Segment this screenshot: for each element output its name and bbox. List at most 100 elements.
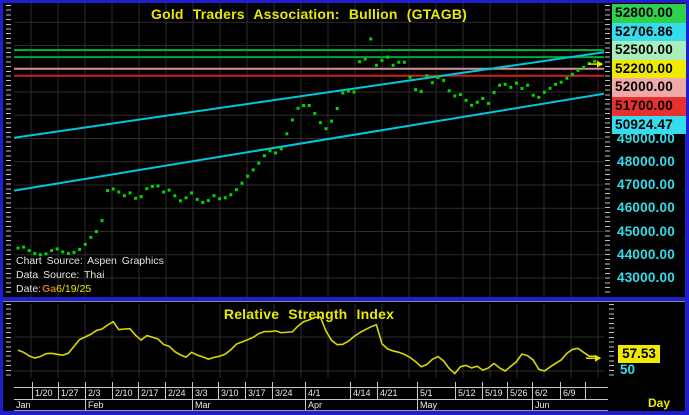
price-point [268,149,272,153]
price-point [246,174,250,178]
price-point [464,98,468,102]
date-note: Date:Ga6/19/25 [16,283,91,295]
price-point [531,93,535,97]
price-point [223,196,227,200]
price-scale-label: 50924.47 [612,115,686,135]
price-point [44,252,48,256]
month-axis-cell: May [417,400,532,410]
left-price-axis-ticks [6,5,11,295]
rsi-line [17,316,601,375]
price-point [318,121,322,125]
price-point [313,111,317,115]
price-point [419,90,423,94]
price-point [386,55,390,59]
price-point [486,101,490,105]
price-point [436,76,440,80]
date-tick-mark [272,382,273,387]
price-point [352,90,356,94]
date-tick-mark [32,382,33,387]
right-price-axis-ticks [605,5,610,295]
periodicity-label: Day [648,396,671,410]
price-axis-tick-label: 43000.00 [617,270,675,286]
price-point [548,86,552,90]
price-point [38,253,42,257]
price-axis-tick-label: 44000.00 [617,246,675,262]
date-tick-mark [245,382,246,387]
price-point [27,249,31,253]
price-panel: Gold Traders Association: Bullion (GTAGB… [3,3,686,297]
date-tick-mark [377,382,378,387]
price-point [470,103,474,107]
price-point [156,184,160,188]
price-scale-label: 52706.86 [612,22,686,42]
price-point [576,68,580,72]
price-point [503,82,507,86]
date-tick-mark [560,382,561,387]
price-point [134,196,138,200]
date-overlap-text: Ga [42,283,57,295]
price-point [582,65,586,69]
rsi-last-value-badge: 57.53 [618,345,660,363]
price-point [89,235,93,239]
price-point [195,197,199,201]
price-point [173,194,177,198]
price-point [414,88,418,92]
price-point [122,194,126,198]
price-point [430,81,434,85]
price-point [593,59,597,63]
price-scale-label: 52200.00 [612,59,686,79]
price-point [167,188,171,192]
price-point [218,197,222,201]
price-point [335,107,339,110]
date-tick-mark [507,382,508,387]
date-axis-cell: 4/21 [377,388,417,399]
price-point [55,247,59,251]
date-tick-mark [482,382,483,387]
price-scale-label-stack: 52800.00 52706.86 52500.00 52200.00 52000.00… [612,4,686,135]
date-axis-cell: 6/9 [560,388,585,399]
price-point [83,242,87,246]
month-axis-cell: Jan [16,400,31,410]
price-point [397,60,401,64]
price-point [145,187,149,191]
price-axis-tick-label: 49000.00 [617,130,675,146]
price-point [290,118,294,122]
price-axis-tick-label: 45000.00 [617,223,675,239]
price-point [178,199,182,203]
price-point [117,190,121,194]
date-axis-cell [14,388,32,399]
date-tick-mark [138,382,139,387]
price-scale-label: 51700.00 [612,96,686,116]
price-point [425,74,429,78]
price-point [206,199,210,203]
date-axis-cell: 4/14 [350,388,377,399]
price-point [212,194,216,198]
rsi-50-level-label: 50 [620,362,636,377]
date-tick-mark [58,382,59,387]
month-axis-labels: Jan Feb Mar Apr May Jun [14,399,608,411]
date-prefix: Date: [16,283,42,295]
price-point [262,154,266,158]
price-point [442,78,446,82]
date-tick-mark [585,382,586,387]
price-point [514,81,518,85]
date-axis-cell: 3/17 [245,388,272,399]
trend-channel-line [14,51,604,139]
date-axis-cell: 3/3 [192,388,218,399]
price-point [358,60,362,64]
date-axis-cell: 2/3 [85,388,112,399]
date-axis-cell: 4/1 [305,388,350,399]
price-point [520,87,524,90]
price-point [374,63,378,67]
rsi-last-value-arrow-icon [595,354,601,362]
price-chart-canvas [14,3,604,297]
price-point [139,195,143,199]
price-point [106,189,110,193]
price-point [61,250,65,254]
price-point [78,247,82,251]
price-point [453,94,457,98]
left-rsi-axis-ticks [6,304,11,378]
date-axis-cell: 2/10 [112,388,138,399]
date-tick-mark [350,382,351,387]
